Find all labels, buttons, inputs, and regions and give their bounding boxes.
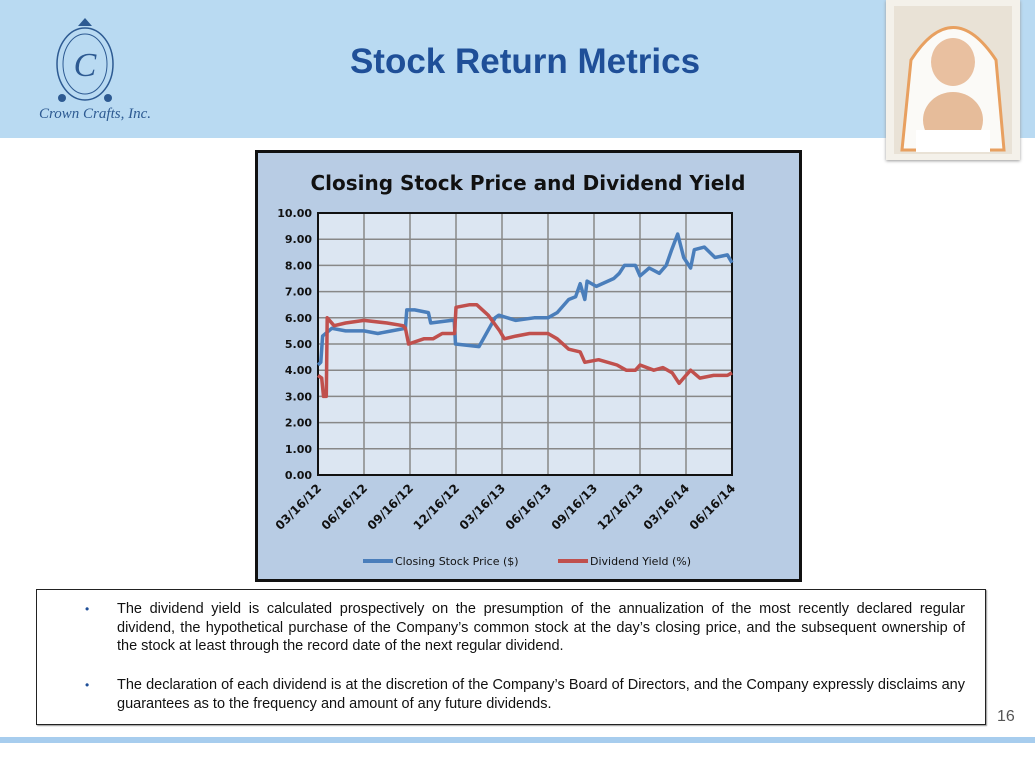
series-line-stock-price — [316, 232, 734, 367]
x-tick-label: 03/16/13 — [457, 481, 509, 533]
svg-text:C: C — [74, 47, 97, 84]
x-tick-label: 12/16/13 — [595, 481, 647, 533]
note-item: • The dividend yield is calculated prosp… — [85, 600, 965, 656]
y-tick-label: 5.00 — [285, 338, 312, 351]
y-tick-label: 3.00 — [285, 390, 312, 403]
legend-label: Closing Stock Price ($) — [395, 555, 519, 568]
notes-box: • The dividend yield is calculated prosp… — [36, 589, 986, 725]
header-banner — [0, 0, 1035, 138]
x-tick-label: 06/16/13 — [503, 481, 555, 533]
footer-band — [0, 737, 1035, 743]
x-tick-label: 09/16/12 — [365, 481, 417, 533]
y-tick-label: 2.00 — [285, 417, 312, 430]
x-tick-label: 03/16/14 — [641, 481, 693, 533]
series-line-dividend-yield — [316, 302, 733, 399]
page-number: 16 — [997, 708, 1015, 725]
y-tick-label: 1.00 — [285, 443, 312, 456]
x-tick-label: 12/16/12 — [411, 481, 463, 533]
chart-container: Closing Stock Price and Dividend Yield 0.… — [255, 150, 802, 582]
y-tick-label: 4.00 — [285, 364, 312, 377]
y-tick-label: 8.00 — [285, 259, 312, 272]
y-tick-label: 0.00 — [285, 469, 312, 482]
x-tick-label: 03/16/12 — [273, 481, 325, 533]
y-tick-label: 9.00 — [285, 233, 312, 246]
note-text: The declaration of each dividend is at t… — [117, 677, 965, 712]
note-item: • The declaration of each dividend is at… — [85, 676, 965, 713]
x-tick-label: 09/16/13 — [549, 481, 601, 533]
crown-crafts-crest-icon: C — [56, 18, 114, 102]
baby-photo — [886, 0, 1020, 160]
line-chart: Closing Stock Price and Dividend Yield 0.… — [273, 171, 746, 568]
page-title: Stock Return Metrics — [349, 42, 701, 81]
bullet-icon: • — [85, 678, 90, 692]
legend-label: Dividend Yield (%) — [590, 555, 691, 568]
chart-title: Closing Stock Price and Dividend Yield — [311, 171, 746, 195]
y-tick-label: 6.00 — [285, 312, 312, 325]
company-name: Crown Crafts, Inc. — [39, 106, 151, 122]
note-text: The dividend yield is calculated prospec… — [117, 601, 965, 654]
x-tick-label: 06/16/14 — [687, 481, 739, 533]
y-tick-label: 10.00 — [277, 207, 312, 220]
company-logo: C Crown Crafts, Inc. — [20, 12, 151, 127]
bullet-icon: • — [85, 602, 90, 616]
baby-photo-image — [894, 6, 1012, 154]
y-tick-label: 7.00 — [285, 286, 312, 299]
plot-border — [317, 212, 733, 476]
x-tick-label: 06/16/12 — [319, 481, 371, 533]
